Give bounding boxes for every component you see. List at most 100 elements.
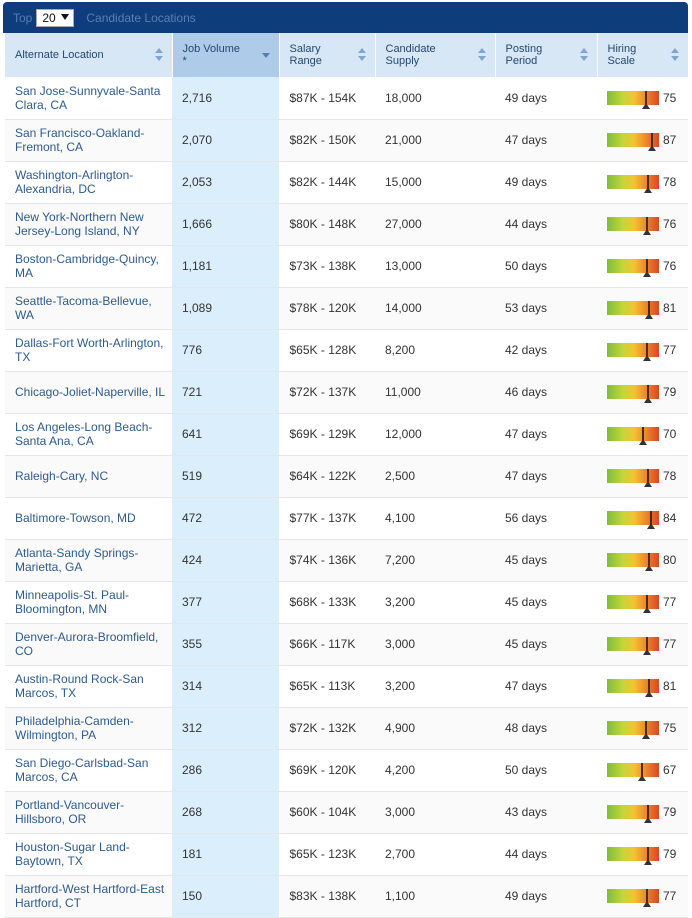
hiring-scale-marker — [644, 805, 653, 823]
hiring-scale-value: 79 — [663, 847, 677, 861]
hiring-scale-bar — [607, 679, 659, 697]
location-cell[interactable]: Philadelphia-Camden-Wilmington, PA — [5, 707, 172, 750]
column-header-salary-range[interactable]: Salary Range — [279, 33, 376, 77]
hiring-scale-value: 77 — [663, 889, 677, 903]
job-volume-cell: 424 — [172, 539, 280, 582]
table-row[interactable]: San Diego-Carlsbad-San Marcos, CA 286 $69K… — [5, 749, 688, 792]
hiring-scale-bar — [607, 133, 659, 151]
table-row[interactable]: New York-Northern New Jersey-Long Island… — [5, 203, 688, 246]
column-header-posting-period[interactable]: Posting Period — [495, 33, 598, 77]
job-volume-cell: 286 — [172, 749, 280, 792]
location-cell[interactable]: Seattle-Tacoma-Bellevue, WA — [5, 287, 172, 330]
hiring-scale-bar — [607, 259, 659, 277]
table-toolbar: Top 20 Candidate Locations — [3, 2, 688, 33]
location-cell[interactable]: Hartford-West Hartford-East Hartford, CT — [5, 875, 172, 918]
candidate-supply-cell: 11,000 — [375, 371, 495, 414]
hiring-scale-marker — [643, 343, 652, 361]
location-cell[interactable]: Boston-Cambridge-Quincy, MA — [5, 245, 172, 288]
table-row[interactable]: Atlanta-Sandy Springs-Marietta, GA 424 $74… — [5, 539, 688, 582]
table-row[interactable]: Seattle-Tacoma-Bellevue, WA 1,089 $78K - 1… — [5, 287, 688, 330]
job-volume-cell: 2,716 — [172, 77, 280, 120]
location-cell[interactable]: Atlanta-Sandy Springs-Marietta, GA — [5, 539, 172, 582]
column-header-hiring-scale[interactable]: Hiring Scale — [597, 33, 689, 77]
table-row[interactable]: Boston-Cambridge-Quincy, MA 1,181 $73K - 1… — [5, 245, 688, 288]
table-row[interactable]: Denver-Aurora-Broomfield, CO 355 $66K - 11… — [5, 623, 688, 666]
candidate-supply-cell: 2,500 — [375, 455, 495, 498]
job-volume-cell: 2,070 — [172, 119, 280, 162]
table-row[interactable]: Chicago-Joliet-Naperville, IL 721 $72K - 1… — [5, 371, 688, 414]
hiring-scale-cell: 77 — [597, 875, 688, 918]
top-count-select[interactable]: 20 — [36, 8, 75, 27]
table-row[interactable]: Los Angeles-Long Beach-Santa Ana, CA 641 $… — [5, 413, 688, 456]
candidate-supply-cell: 8,200 — [375, 329, 495, 372]
posting-period-cell: 44 days — [495, 203, 597, 246]
table-row[interactable]: Washington-Arlington-Alexandria, DC 2,053… — [5, 161, 688, 204]
table-row[interactable]: Hartford-West Hartford-East Hartford, CT… — [5, 875, 688, 918]
column-label: Hiring Scale — [607, 43, 637, 67]
header-row: Alternate Location Job Volume * Salary R… — [5, 33, 689, 77]
hiring-scale-marker — [637, 763, 646, 781]
location-cell[interactable]: Raleigh-Cary, NC — [5, 455, 172, 498]
chevron-down-icon — [61, 13, 70, 20]
location-cell[interactable]: San Diego-Carlsbad-San Marcos, CA — [5, 749, 172, 792]
candidate-supply-cell: 18,000 — [375, 77, 495, 120]
posting-period-cell: 49 days — [495, 875, 597, 918]
hiring-scale-marker — [645, 679, 654, 697]
hiring-scale-cell: 75 — [597, 77, 688, 120]
hiring-scale-marker — [643, 469, 652, 487]
candidate-supply-cell: 4,900 — [375, 707, 495, 750]
candidate-supply-cell: 3,200 — [375, 581, 495, 624]
table-row[interactable]: Austin-Round Rock-San Marcos, TX 314 $65K … — [5, 665, 688, 708]
candidate-supply-cell: 12,000 — [375, 413, 495, 456]
posting-period-cell: 47 days — [495, 455, 597, 498]
column-label: Posting Period — [505, 43, 543, 67]
hiring-scale-cell: 81 — [597, 665, 688, 708]
job-volume-cell: 1,089 — [172, 287, 280, 330]
column-header-location[interactable]: Alternate Location — [5, 33, 173, 77]
location-cell[interactable]: Washington-Arlington-Alexandria, DC — [5, 161, 172, 204]
location-cell[interactable]: San Francisco-Oakland-Fremont, CA — [5, 119, 172, 162]
candidate-supply-cell: 14,000 — [375, 287, 495, 330]
job-volume-cell: 1,181 — [172, 245, 280, 288]
table-row[interactable]: Minneapolis-St. Paul-Bloomington, MN 377 $… — [5, 581, 688, 624]
salary-range-cell: $69K - 120K — [279, 749, 375, 792]
table-row[interactable]: San Jose-Sunnyvale-Santa Clara, CA 2,716 $… — [5, 77, 688, 120]
location-cell[interactable]: Dallas-Fort Worth-Arlington, TX — [5, 329, 172, 372]
hiring-scale-marker — [644, 385, 653, 403]
salary-range-cell: $87K - 154K — [279, 77, 375, 120]
location-cell[interactable]: Baltimore-Towson, MD — [5, 497, 172, 540]
location-cell[interactable]: San Jose-Sunnyvale-Santa Clara, CA — [5, 77, 172, 120]
location-cell[interactable]: Houston-Sugar Land-Baytown, TX — [5, 833, 172, 876]
table-row[interactable]: Baltimore-Towson, MD 472 $77K - 137K 4,100 5… — [5, 497, 688, 540]
location-cell[interactable]: New York-Northern New Jersey-Long Island… — [5, 203, 172, 246]
location-cell[interactable]: Denver-Aurora-Broomfield, CO — [5, 623, 172, 666]
job-volume-cell: 2,053 — [172, 161, 280, 204]
table-row[interactable]: Portland-Vancouver-Hillsboro, OR 268 $60K … — [5, 791, 688, 834]
hiring-scale-marker — [643, 175, 652, 193]
location-cell[interactable]: Minneapolis-St. Paul-Bloomington, MN — [5, 581, 172, 624]
table-row[interactable]: Philadelphia-Camden-Wilmington, PA 312 $72… — [5, 707, 688, 750]
table-row[interactable]: Raleigh-Cary, NC 519 $64K - 122K 2,500 47 da… — [5, 455, 688, 498]
salary-range-cell: $65K - 123K — [279, 833, 375, 876]
job-volume-cell: 721 — [172, 371, 280, 414]
column-header-candidate-supply[interactable]: Candidate Supply — [375, 33, 496, 77]
table-row[interactable]: San Francisco-Oakland-Fremont, CA 2,070 $8… — [5, 119, 688, 162]
location-cell[interactable]: Los Angeles-Long Beach-Santa Ana, CA — [5, 413, 172, 456]
hiring-scale-bar — [607, 301, 659, 319]
hiring-scale-bar — [607, 805, 659, 823]
salary-range-cell: $77K - 137K — [279, 497, 375, 540]
location-cell[interactable]: Portland-Vancouver-Hillsboro, OR — [5, 791, 172, 834]
hiring-scale-value: 79 — [663, 805, 677, 819]
hiring-scale-bar — [607, 595, 659, 613]
column-header-job-volume[interactable]: Job Volume * — [172, 33, 280, 77]
hiring-scale-value: 81 — [663, 679, 677, 693]
sort-icon — [154, 48, 163, 62]
location-cell[interactable]: Chicago-Joliet-Naperville, IL — [5, 371, 172, 414]
job-volume-cell: 355 — [172, 623, 280, 666]
hiring-scale-cell: 77 — [597, 581, 688, 624]
table-row[interactable]: Dallas-Fort Worth-Arlington, TX 776 $65K -… — [5, 329, 688, 372]
hiring-scale-value: 77 — [663, 343, 677, 357]
posting-period-cell: 56 days — [495, 497, 597, 540]
location-cell[interactable]: Austin-Round Rock-San Marcos, TX — [5, 665, 172, 708]
table-row[interactable]: Houston-Sugar Land-Baytown, TX 181 $65K - … — [5, 833, 688, 876]
